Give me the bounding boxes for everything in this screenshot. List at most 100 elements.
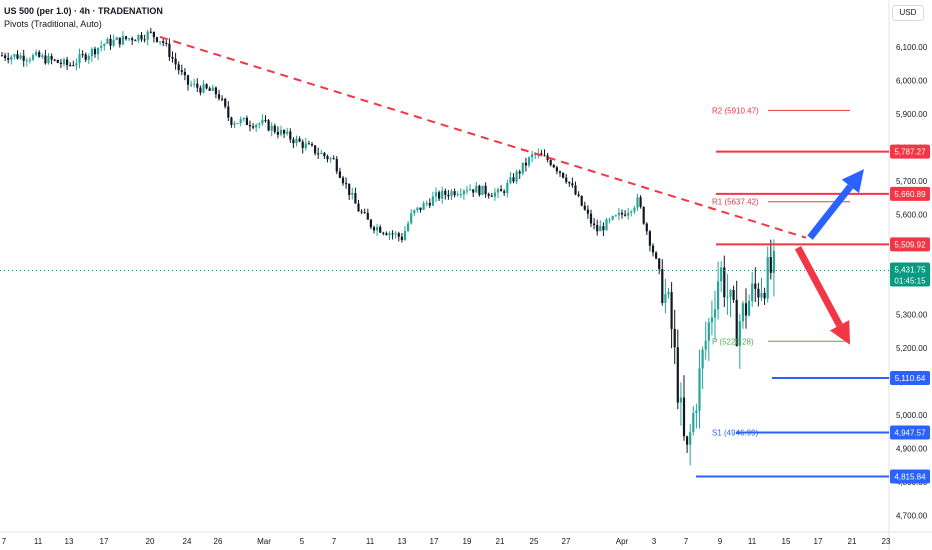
bullish-arrow-shaft — [807, 184, 854, 240]
candle-body — [766, 257, 769, 299]
y-tick-label: 5,900.00 — [896, 110, 928, 119]
candle-body — [22, 55, 25, 61]
candle-body — [620, 212, 624, 215]
candle-body — [208, 88, 211, 91]
candle-body — [583, 205, 586, 210]
candle-body — [410, 213, 413, 224]
candle-body — [354, 193, 357, 204]
indicator-label[interactable]: Pivots (Traditional, Auto) — [4, 19, 102, 29]
candle-body — [177, 64, 180, 71]
candle-body — [372, 227, 376, 231]
candle-body — [624, 214, 627, 216]
sup-2-price-tag — [890, 425, 930, 440]
candle-body — [645, 223, 648, 232]
candle-body — [713, 309, 717, 318]
candle-body — [562, 172, 565, 178]
sup-2-price-label: 4,947.57 — [894, 428, 926, 437]
candle-body — [53, 59, 56, 61]
candle-body — [648, 231, 651, 246]
candle-body — [149, 31, 152, 33]
candle-body — [422, 203, 425, 210]
candle-body — [456, 194, 459, 196]
candle-body — [419, 207, 422, 210]
x-tick-label: 5 — [300, 537, 305, 546]
descending-trendline[interactable] — [159, 36, 807, 239]
candle-body — [732, 289, 735, 300]
x-tick-label: Apr — [616, 537, 629, 546]
candle-body — [515, 171, 518, 182]
y-tick-label: 6,000.00 — [896, 76, 928, 85]
candle-body — [543, 155, 546, 157]
candle-body — [617, 212, 620, 216]
candle-body — [19, 55, 22, 59]
candle-body — [636, 197, 639, 208]
candle-body — [242, 117, 245, 120]
candle-body — [332, 158, 335, 160]
candle-body — [589, 213, 593, 224]
candle-body — [295, 138, 298, 144]
x-tick-label: 11 — [34, 537, 43, 546]
candle-body — [112, 39, 115, 46]
candle-body — [202, 84, 205, 93]
x-tick-label: 13 — [65, 537, 74, 546]
candle-body — [183, 71, 186, 76]
candle-body — [754, 283, 757, 289]
candle-body — [376, 226, 379, 231]
candle-body — [276, 131, 279, 135]
candle-body — [205, 84, 208, 89]
res-1-price-tag — [890, 144, 930, 159]
candle-body — [7, 57, 10, 60]
candle-body — [704, 340, 707, 350]
candle-body — [723, 267, 726, 298]
candle-body — [239, 119, 242, 124]
x-tick-label: Mar — [257, 537, 271, 546]
y-tick-label: 6,100.00 — [896, 43, 928, 52]
candle-body — [155, 37, 159, 42]
candle-body — [329, 158, 332, 160]
candle-body — [13, 54, 16, 57]
candle-body — [521, 162, 524, 174]
chart-title: US 500 (per 1.0) · 4h · TRADENATION — [4, 6, 163, 16]
x-tick-label: 19 — [463, 537, 472, 546]
y-tick-label: 4,700.00 — [896, 511, 928, 520]
candle-body — [270, 125, 273, 131]
y-tick-label: 5,300.00 — [896, 311, 928, 320]
candle-body — [555, 167, 558, 172]
candle-body — [605, 219, 608, 231]
candle-body — [320, 152, 323, 155]
candle-body — [475, 185, 478, 193]
candle-body — [118, 37, 121, 45]
candle-body — [596, 225, 599, 232]
candle-body — [211, 87, 214, 91]
candle-body — [686, 436, 689, 445]
candle-body — [676, 347, 679, 403]
x-tick-label: 17 — [814, 537, 823, 546]
candle-body — [143, 39, 146, 41]
candle-body — [62, 59, 66, 65]
candle-body — [490, 195, 493, 197]
candle-body — [673, 328, 676, 348]
candle-body — [109, 38, 112, 46]
candle-body — [248, 125, 252, 127]
y-tick-label: 5,200.00 — [896, 344, 928, 353]
candle-body — [741, 303, 744, 322]
candle-body — [447, 194, 450, 197]
candle-body — [558, 171, 562, 173]
candle-body — [763, 292, 766, 299]
sup-1-price-tag — [890, 370, 930, 385]
candle-body — [388, 233, 391, 236]
candle-body — [614, 215, 617, 217]
currency-button[interactable]: USD — [892, 5, 924, 21]
x-tick-label: 24 — [183, 537, 192, 546]
candle-body — [481, 185, 484, 195]
res-2-price-label: 5,660.89 — [894, 190, 926, 199]
S1-pivot-label: S1 (4946.99) — [712, 429, 759, 438]
candle-body — [444, 190, 447, 195]
candle-body — [484, 185, 487, 195]
candle-body — [459, 194, 462, 196]
candle-body — [137, 34, 140, 41]
candle-body — [679, 397, 682, 403]
candle-body — [369, 219, 372, 228]
